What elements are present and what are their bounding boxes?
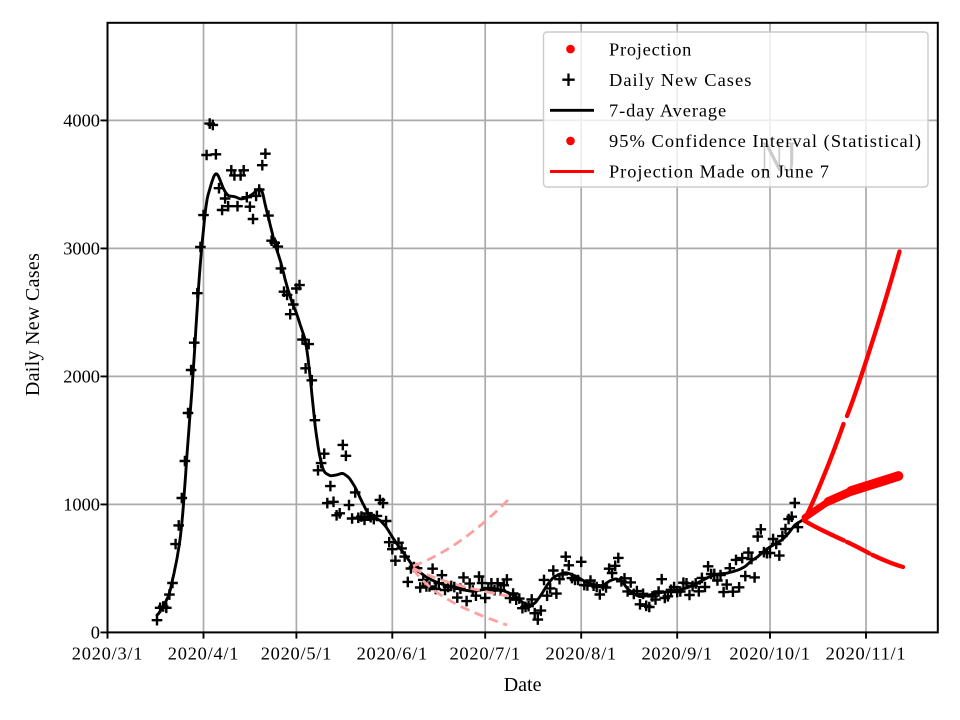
svg-text:95% Confidence Interval (Stati: 95% Confidence Interval (Statistical) [609,131,922,152]
svg-text:2020/8/1: 2020/8/1 [545,644,616,664]
svg-text:NJ: NJ [760,134,796,181]
svg-text:Projection Made on June 7: Projection Made on June 7 [609,162,830,182]
svg-text:2020/9/1: 2020/9/1 [641,644,712,664]
svg-text:Daily New Cases: Daily New Cases [22,253,44,396]
svg-text:2020/6/1: 2020/6/1 [357,644,428,664]
svg-text:2000: 2000 [63,367,100,387]
svg-text:1000: 1000 [63,495,100,515]
svg-text:2020/11/1: 2020/11/1 [826,644,907,664]
svg-text:4000: 4000 [63,111,100,131]
svg-text:2020/3/1: 2020/3/1 [72,644,143,664]
svg-text:3000: 3000 [63,239,100,259]
svg-text:Projection: Projection [609,39,692,59]
svg-text:0: 0 [91,623,100,643]
svg-text:2020/7/1: 2020/7/1 [449,644,520,664]
svg-text:2020/5/1: 2020/5/1 [261,644,332,664]
svg-text:2020/4/1: 2020/4/1 [168,644,239,664]
svg-text:Date: Date [504,674,542,696]
svg-text:7-day Average: 7-day Average [609,101,727,121]
svg-text:2020/10/1: 2020/10/1 [729,644,810,664]
svg-text:Daily New Cases: Daily New Cases [609,70,752,90]
